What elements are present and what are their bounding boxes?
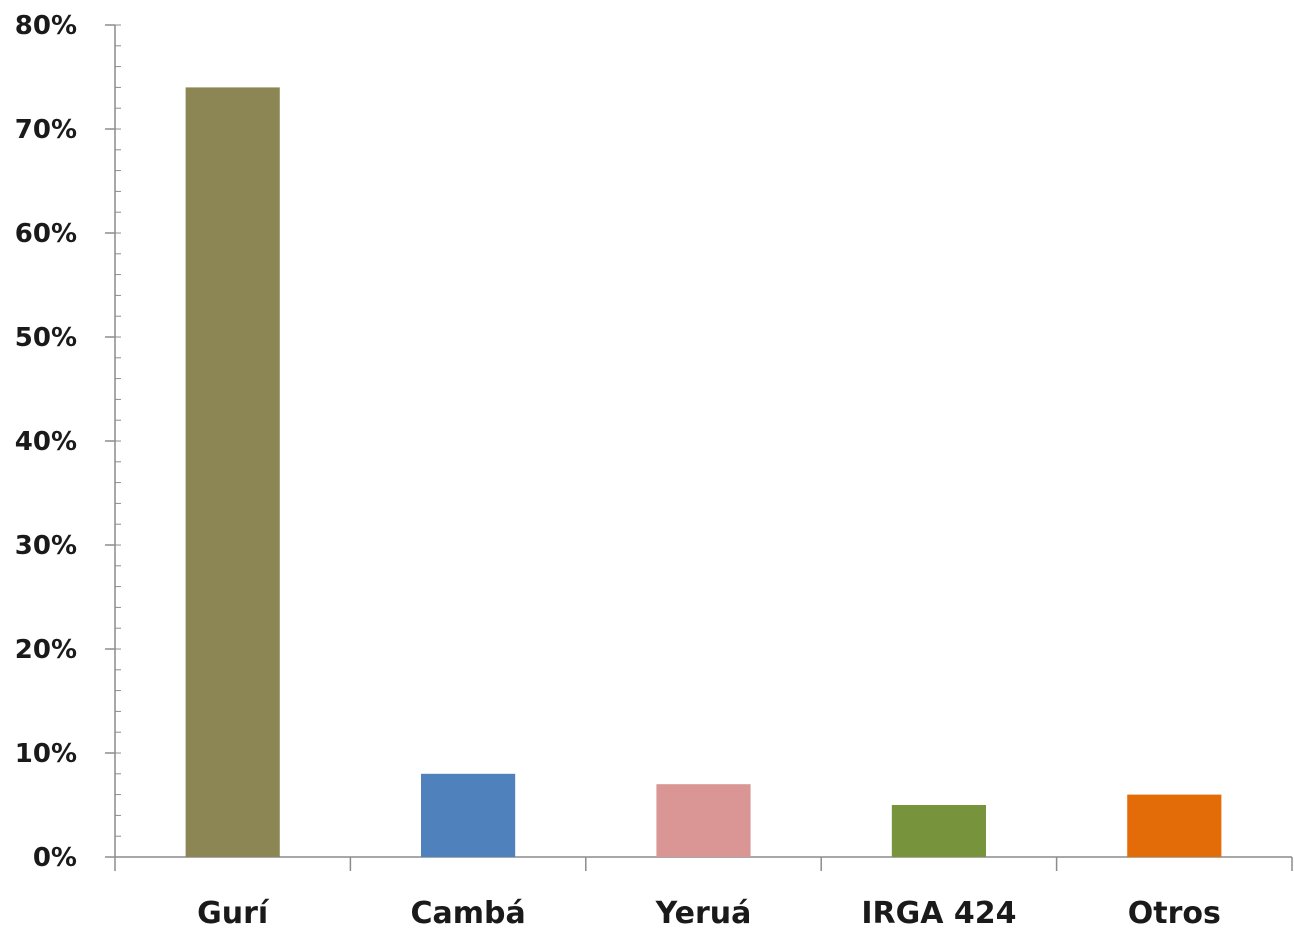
y-tick-label: 30% bbox=[15, 531, 77, 561]
x-tick-label: Gurí bbox=[197, 896, 270, 928]
x-tick-label: Yeruá bbox=[655, 896, 752, 928]
bar-gur- bbox=[185, 87, 280, 857]
bar-irga-424 bbox=[891, 805, 986, 857]
y-tick-labels: 0% 10% 20% 30% 40% 50% 60% 70% 80% bbox=[15, 11, 77, 873]
y-axis bbox=[105, 24, 121, 858]
x-tick-label: Cambá bbox=[410, 896, 525, 928]
bar-otros bbox=[1127, 794, 1222, 857]
x-tick-labels: Gurí Cambá Yeruá IRGA 424 Otros bbox=[197, 896, 1221, 931]
bar-camb- bbox=[421, 773, 516, 857]
y-tick-label: 50% bbox=[15, 323, 77, 353]
y-tick-label: 40% bbox=[15, 427, 77, 457]
x-tick-label: IRGA 424 bbox=[861, 896, 1016, 928]
y-tick-label: 20% bbox=[15, 635, 77, 665]
bars bbox=[185, 87, 1222, 857]
x-tick-label: Otros bbox=[1128, 896, 1221, 928]
y-tick-label: 10% bbox=[15, 739, 77, 769]
bar-yeru- bbox=[656, 784, 751, 857]
y-tick-label: 80% bbox=[15, 11, 77, 41]
y-tick-label: 60% bbox=[15, 219, 77, 249]
y-tick-label: 70% bbox=[15, 115, 77, 145]
y-tick-label: 0% bbox=[33, 843, 77, 873]
x-axis bbox=[114, 856, 1293, 871]
